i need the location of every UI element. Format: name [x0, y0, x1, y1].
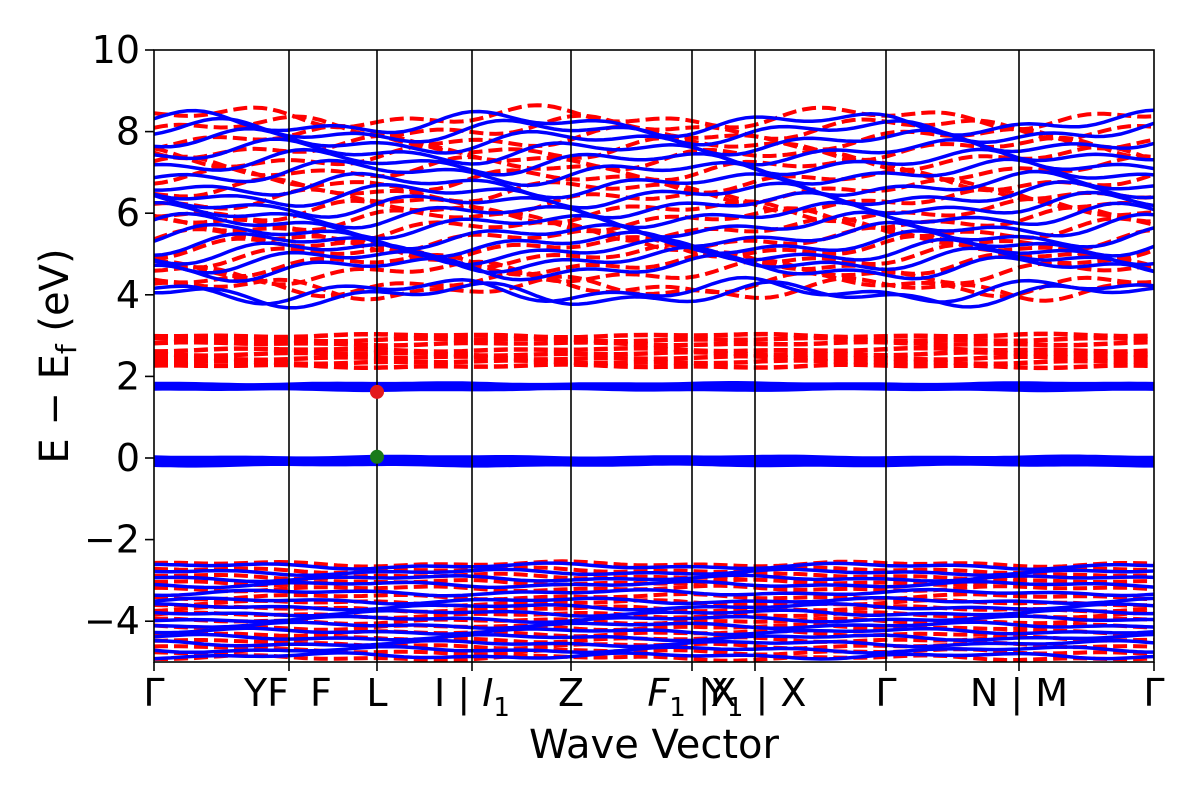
band-line-spin-up — [154, 454, 1154, 462]
band-line-spin-up — [154, 157, 1154, 188]
band-line-spin-up — [154, 638, 1154, 649]
band-line-spin-down — [154, 565, 1154, 575]
x-axis-ticks: Γ YF F L I | I1 Z F1 |X Y1 | X Γ N | M Γ — [143, 671, 1164, 723]
band-line-spin-down — [154, 354, 1154, 363]
x-tick-label-gamma-3: Γ — [1143, 671, 1164, 715]
band-line-spin-up — [154, 620, 1154, 630]
band-line-spin-up — [154, 180, 1154, 210]
x-axis-title: Wave Vector — [529, 722, 780, 768]
band-line-spin-down — [154, 653, 1154, 662]
band-line-spin-up — [154, 200, 1154, 230]
x-tick-label-y: YF — [243, 671, 289, 715]
band-line-spin-up — [154, 608, 1154, 618]
x-tick-label-gamma-1: Γ — [143, 671, 164, 715]
band-line-spin-down — [154, 362, 1154, 371]
band-line-spin-up — [154, 381, 1154, 389]
kpoint-lines — [153, 50, 1155, 671]
band-line-spin-up — [154, 253, 1154, 284]
band-line-spin-up — [154, 567, 1154, 578]
y-tick-label: 4 — [116, 273, 140, 317]
x-tick-label-f: F — [310, 671, 332, 715]
band-line-spin-down — [154, 628, 1154, 639]
x-tick-label-z: Z — [558, 671, 584, 715]
y-tick-label: 2 — [116, 354, 140, 398]
band-line-spin-down — [154, 591, 1154, 602]
vbm-point — [370, 449, 384, 464]
band-line-spin-down — [154, 270, 1154, 299]
x-tick-label-i-i1: I | I1 — [434, 671, 510, 723]
x-tick-label-y1-x: Y1 | X — [703, 671, 807, 723]
band-line-spin-down — [154, 331, 1154, 340]
cbm-point — [370, 384, 384, 399]
band-line-spin-up — [154, 190, 1154, 220]
band-line-spin-up — [154, 632, 1154, 643]
x-tick-label-gamma-2: Γ — [875, 671, 896, 715]
band-line-spin-up — [154, 644, 1154, 655]
x-tick-label-n-m: N | M — [970, 671, 1068, 716]
band-line-spin-up — [154, 275, 1154, 306]
band-line-spin-up — [154, 626, 1154, 637]
band-line-spin-up — [154, 587, 1154, 598]
band-line-spin-up — [154, 561, 1154, 571]
band-line-spin-up — [154, 210, 1154, 241]
band-line-spin-up — [154, 595, 1154, 606]
y-tick-label: −4 — [84, 599, 140, 643]
band-line-spin-down — [154, 350, 1154, 358]
band-line-spin-up — [154, 147, 1154, 177]
band-line-spin-up — [154, 169, 1154, 200]
extrema-markers — [370, 384, 384, 464]
band-line-spin-up — [154, 573, 1154, 584]
x-tick-label-f1-x: F1 |X — [647, 671, 736, 723]
band-line-spin-down — [154, 335, 1154, 344]
band-line-spin-down — [154, 622, 1154, 632]
band-line-spin-up — [154, 614, 1154, 625]
band-line-spin-down — [154, 598, 1154, 608]
y-axis-ticks: −4 −2 0 2 4 6 8 10 — [84, 28, 154, 643]
band-line-spin-up — [154, 126, 1154, 157]
band-line-spin-up — [154, 602, 1154, 612]
band-line-spin-down — [154, 258, 1154, 287]
x-tick-label-l: L — [366, 671, 387, 715]
band-line-spin-up — [154, 108, 1154, 139]
y-tick-label: −2 — [84, 518, 140, 562]
band-line-spin-down — [154, 250, 1154, 279]
y-axis-title: E − Ef (eV) — [32, 248, 83, 463]
y-tick-label: 0 — [116, 436, 140, 480]
band-line-spin-up — [154, 579, 1154, 590]
plot-frame — [153, 49, 1155, 663]
y-tick-label: 10 — [92, 28, 140, 72]
band-line-spin-down — [154, 559, 1154, 569]
band-line-spin-down — [154, 339, 1154, 348]
band-line-spin-down — [154, 358, 1154, 367]
band-line-spin-down — [154, 113, 1154, 142]
bands-layer — [154, 103, 1154, 662]
band-line-spin-up — [154, 237, 1154, 267]
y-tick-label: 6 — [116, 191, 140, 235]
band-line-spin-up — [154, 280, 1154, 310]
band-line-spin-down — [154, 345, 1154, 354]
y-tick-label: 8 — [116, 110, 140, 154]
band-line-spin-up — [154, 651, 1154, 661]
